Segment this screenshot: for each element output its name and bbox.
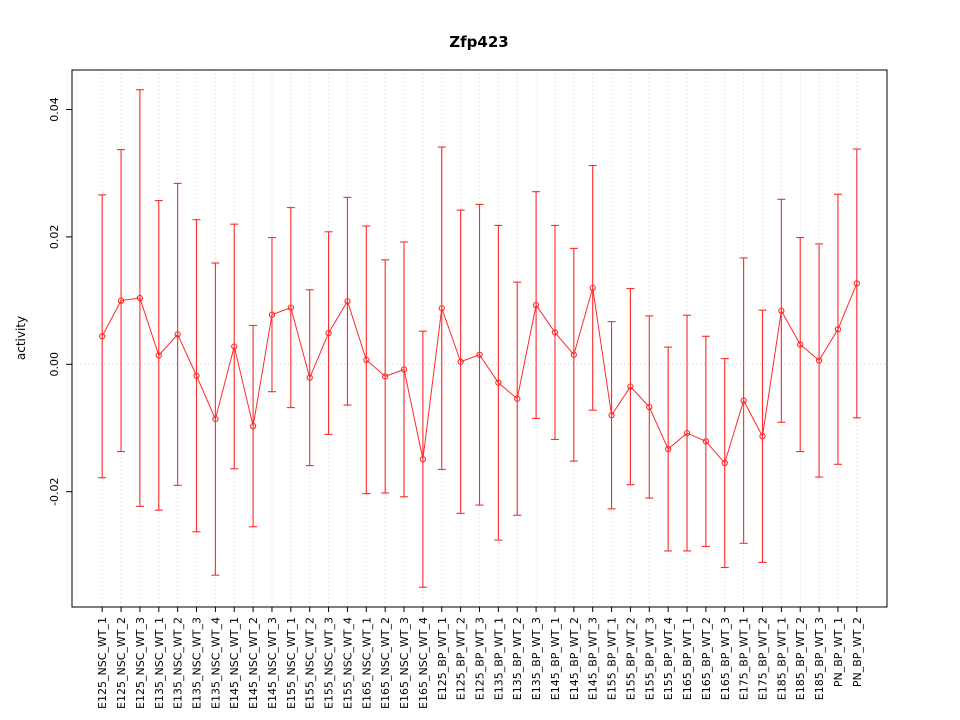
data-point [683,429,691,437]
x-tick-label: E165_BP_WT_3 [719,617,732,700]
x-tick-label: E155_BP_WT_2 [624,617,637,700]
data-point [702,438,710,445]
data-point [99,333,106,340]
data-point [268,311,276,318]
y-tick-label: 0.00 [48,352,61,377]
data-point [249,422,257,430]
data-point [570,351,577,358]
x-tick-label: E155_NSC_WT_3 [323,617,336,709]
x-tick-label: E155_NSC_WT_1 [285,617,298,709]
data-point [853,280,860,287]
x-tick-label: E165_BP_WT_2 [700,617,713,700]
x-tick-label: E155_BP_WT_3 [643,617,656,700]
data-point [382,373,389,380]
data-point [551,329,559,336]
data-point [476,351,483,358]
x-tick-label: E165_NSC_WT_4 [417,617,430,709]
data-point [627,383,634,390]
y-tick-label: 0.04 [48,97,61,122]
x-tick-label: E125_NSC_WT_3 [134,617,147,709]
x-tick-label: E135_NSC_WT_4 [209,617,222,709]
y-axis-title: activity [14,316,28,360]
data-point [815,357,823,364]
x-tick-label: E185_BP_WT_2 [794,617,807,700]
x-tick-label: E135_NSC_WT_1 [153,617,166,709]
x-tick-label: E145_BP_WT_1 [549,617,562,700]
data-point [155,352,162,359]
x-tick-label: E125_BP_WT_2 [455,617,468,700]
data-point [136,294,144,302]
x-tick-label: E125_BP_WT_1 [436,617,449,700]
x-tick-label: E145_BP_WT_3 [587,617,600,700]
data-point [778,307,785,314]
data-point [287,304,294,311]
x-tick-label: E135_NSC_WT_2 [172,617,185,709]
data-point [193,372,200,379]
x-tick-label: E125_BP_WT_3 [474,617,487,700]
plot-area: -0.02 0.00 0.02 0.04 E125_NSC_WT_1 E125_NSC_W… [48,69,888,709]
data-point [174,331,181,338]
data-point [212,415,219,423]
data-point [457,358,464,365]
data-point [400,366,408,373]
data-point [740,397,747,404]
data-point [721,459,728,467]
x-tick-label: E145_BP_WT_2 [568,617,581,700]
x-tick-label: E125_NSC_WT_1 [96,617,109,709]
data-point [344,298,351,305]
x-tick-label: E165_BP_WT_1 [681,617,694,700]
x-tick-label: E135_NSC_WT_3 [191,617,204,709]
x-tick-label: E155_NSC_WT_2 [304,617,317,709]
x-tick-label: PN_BP_WT_1 [832,617,845,687]
x-tick-label: E165_NSC_WT_3 [398,617,411,709]
x-tick-label: E135_BP_WT_2 [511,617,524,700]
x-tick-label: E125_NSC_WT_2 [115,617,128,709]
x-tick-label: E135_BP_WT_3 [530,617,543,700]
data-point [759,433,766,440]
x-tick-label: E155_BP_WT_4 [662,617,675,700]
data-point [514,395,521,402]
data-point [438,305,445,312]
x-tick-label: E155_NSC_WT_4 [341,617,354,709]
data-point [532,301,540,309]
x-tick-label: E145_NSC_WT_1 [228,617,241,709]
data-point [797,341,804,348]
data-point [495,379,502,386]
chart-title: Zfp423 [449,33,508,51]
data-point [117,297,125,304]
x-tick-label: E155_BP_WT_1 [606,617,619,700]
y-tick-label: 0.02 [48,225,61,250]
x-tick-label: E135_BP_WT_1 [492,617,505,700]
x-tick-label: PN_BP_WT_2 [851,617,864,687]
data-point [608,412,615,419]
data-point [325,329,332,337]
x-tick-label: E145_NSC_WT_3 [266,617,279,709]
data-point [589,284,596,292]
data-point [363,356,370,363]
data-point [306,374,313,381]
x-tick-label: E185_BP_WT_3 [813,617,826,700]
x-tick-label: E185_BP_WT_1 [775,617,788,700]
data-point [646,403,653,411]
y-tick-label: -0.02 [48,477,61,505]
data-point [665,445,672,453]
x-tick-label: E145_NSC_WT_2 [247,617,260,709]
data-point [834,326,842,333]
data-point [419,456,427,463]
x-tick-label: E165_NSC_WT_2 [379,617,392,709]
x-tick-label: E175_BP_WT_1 [738,617,751,700]
x-tick-label: E175_BP_WT_2 [756,617,769,700]
x-tick-label: E165_NSC_WT_1 [360,617,373,709]
data-point [231,343,238,350]
